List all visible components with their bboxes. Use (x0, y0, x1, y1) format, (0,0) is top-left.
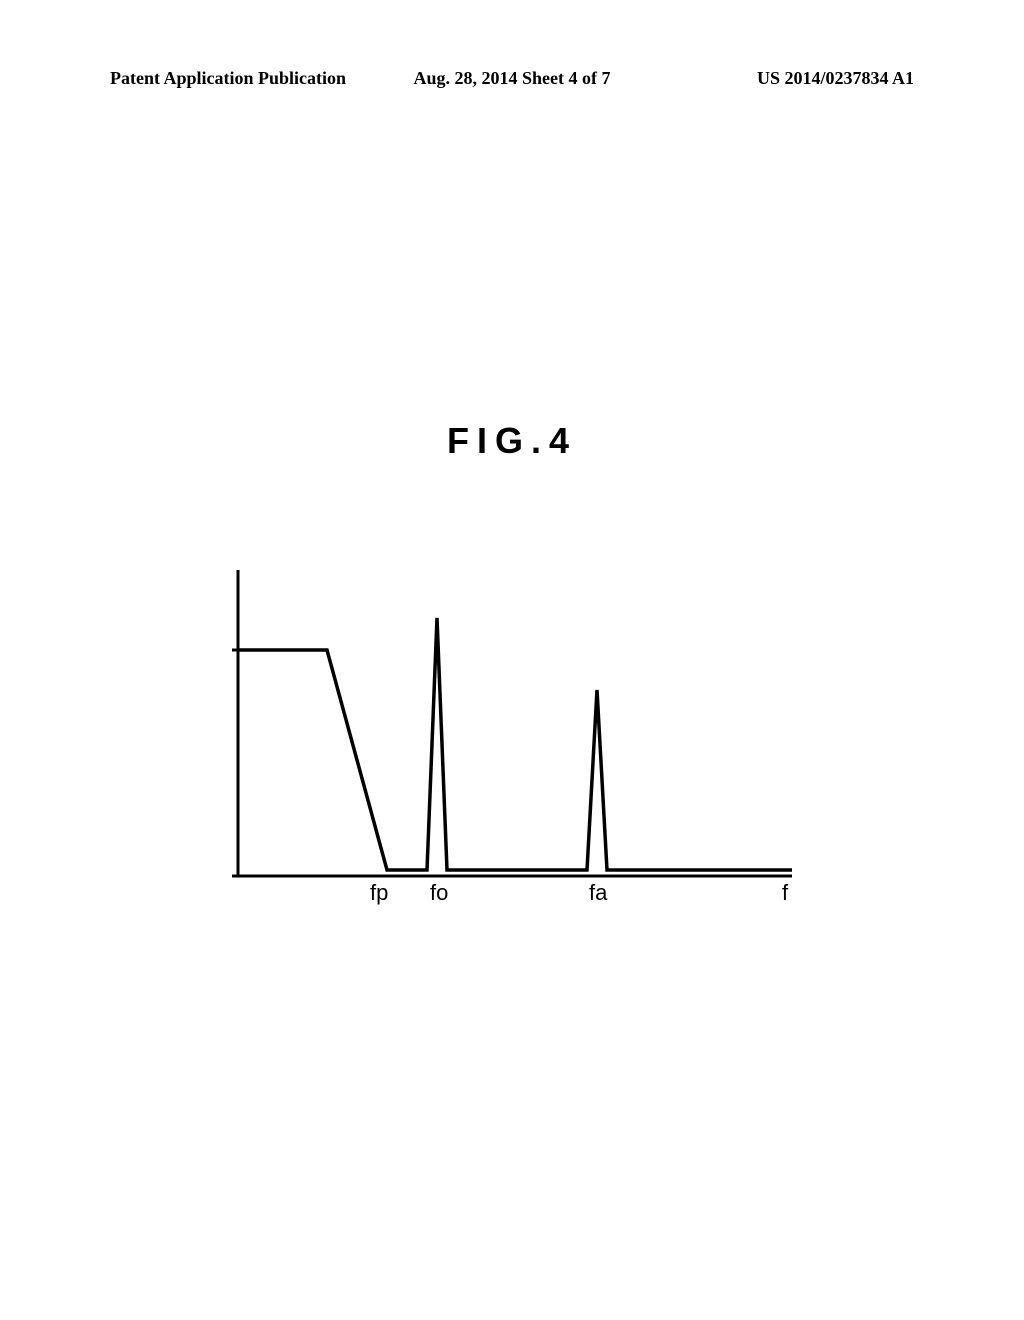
header-publication: Patent Application Publication (110, 68, 346, 89)
header-date-sheet: Aug. 28, 2014 Sheet 4 of 7 (414, 68, 611, 89)
header-patent-number: US 2014/0237834 A1 (757, 68, 914, 89)
frequency-response-chart: fp fo fa f (232, 570, 792, 910)
x-label-f: f (782, 880, 788, 906)
x-label-fp: fp (370, 880, 388, 906)
figure-title: FIG.4 (447, 420, 577, 462)
page-header: Patent Application Publication Aug. 28, … (0, 68, 1024, 89)
chart-svg (232, 570, 792, 910)
x-label-fo: fo (430, 880, 448, 906)
response-curve (238, 618, 792, 870)
x-label-fa: fa (589, 880, 607, 906)
